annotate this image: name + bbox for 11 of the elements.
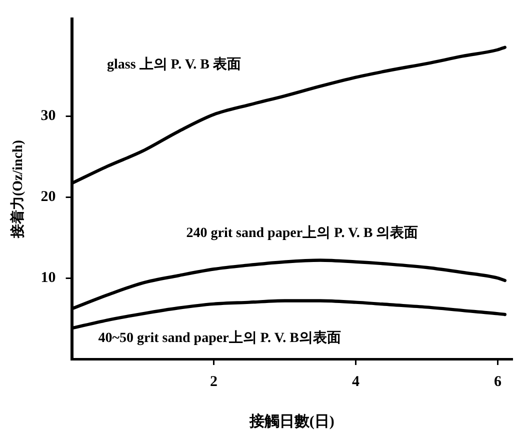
series-label: 240 grit sand paper上의 P. V. B 의表面 <box>186 224 418 241</box>
x-tick-label: 6 <box>494 374 502 390</box>
series-label: 40~50 grit sand paper上의 P. V. B의表面 <box>98 330 341 346</box>
y-axis-title: 接着力(Oz/inch) <box>9 140 26 239</box>
y-tick-label: 20 <box>40 188 56 205</box>
x-axis-title: 接觸日數(日) <box>248 412 334 430</box>
x-tick-label: 2 <box>210 374 218 390</box>
text: glass 上의 P. V. B 表面 <box>107 56 241 73</box>
y-tick-label: 10 <box>40 270 56 286</box>
x-tick-label: 4 <box>352 374 360 390</box>
y-tick-label: 30 <box>40 108 56 124</box>
